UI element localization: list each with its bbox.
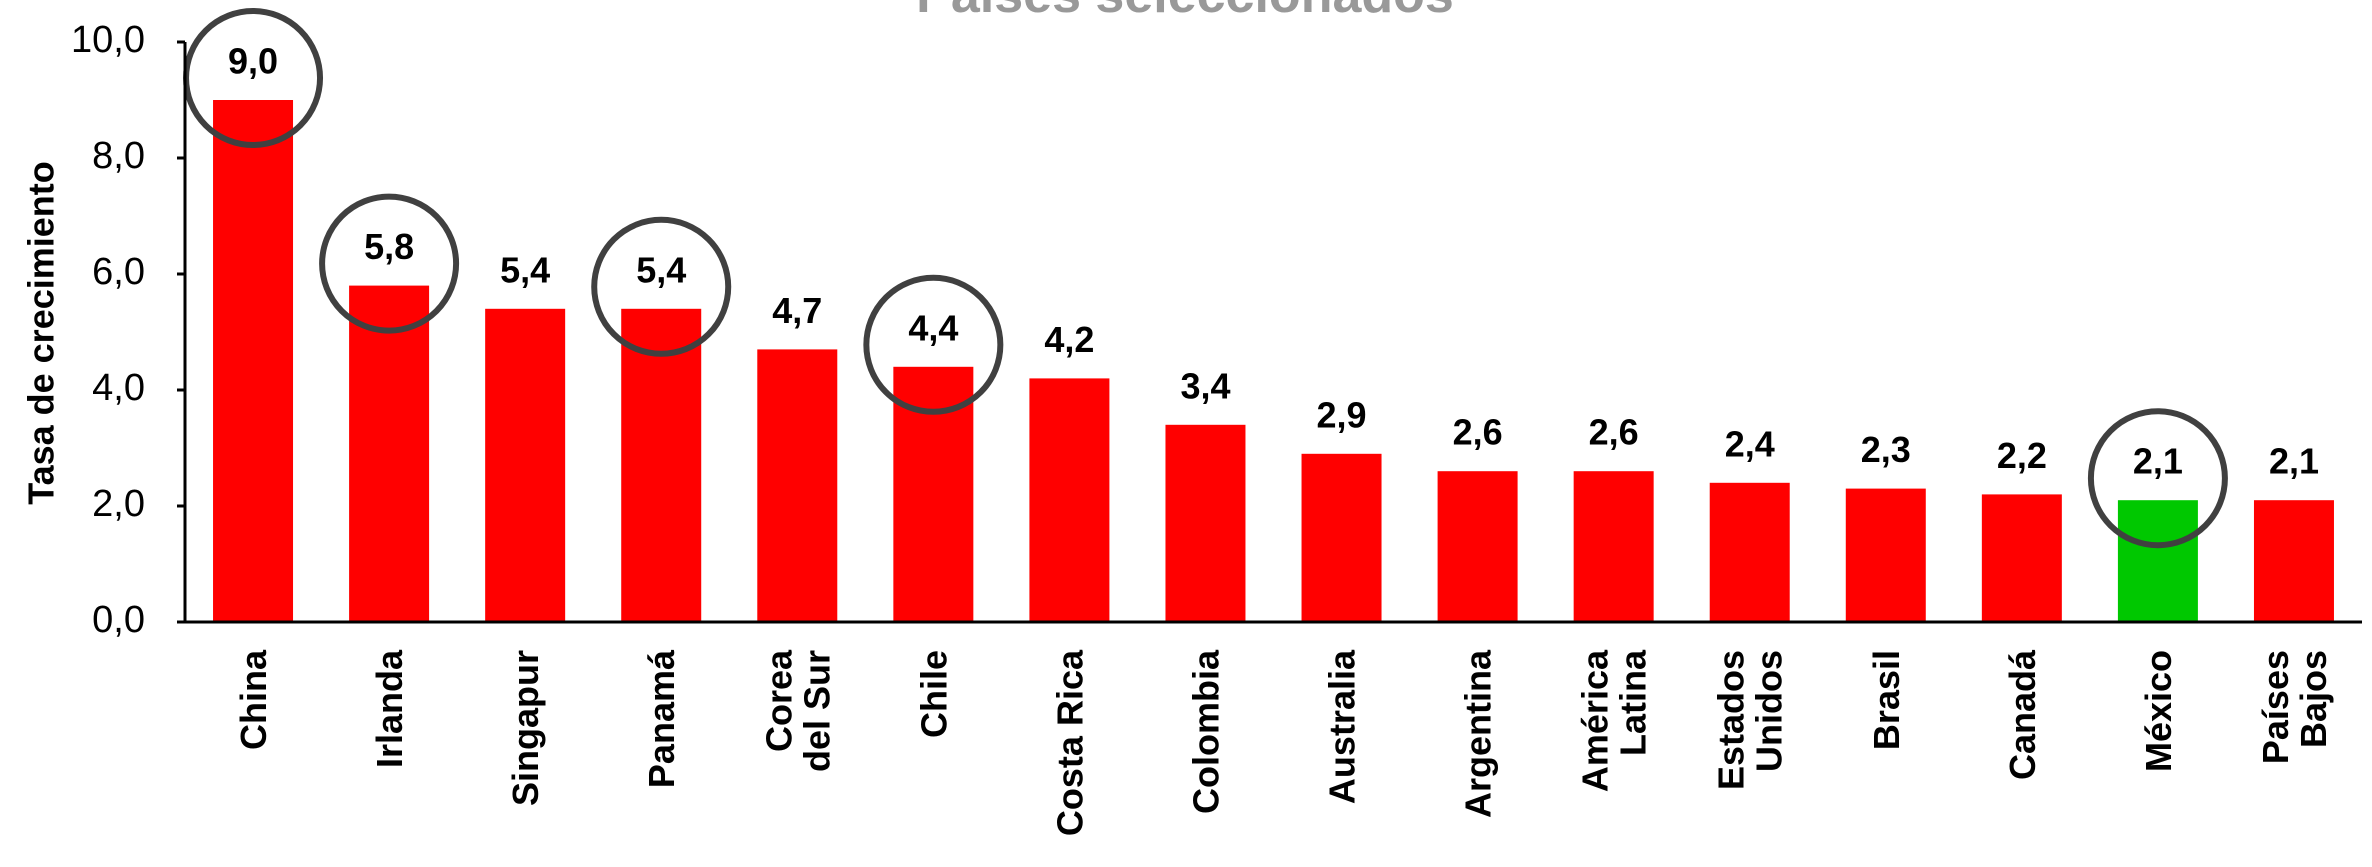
data-label: 2,1 — [2133, 441, 2183, 482]
x-tick-label: Irlanda — [369, 649, 410, 768]
chart-title: Países seleccionados — [916, 0, 1454, 24]
bar — [349, 285, 430, 622]
x-tick-label: PaísesBajos — [2255, 650, 2334, 764]
x-tick-label: China — [233, 649, 274, 750]
x-tick-label: EstadosUnidos — [1711, 650, 1790, 790]
bar — [757, 349, 838, 622]
bar — [1301, 453, 1382, 622]
x-tick-label: México — [2138, 650, 2179, 772]
highlight-circle — [591, 216, 732, 357]
highlight-circle — [319, 193, 460, 334]
bar — [1709, 482, 1790, 622]
y-tick-label: 4,0 — [92, 367, 145, 409]
bar — [2117, 500, 2198, 622]
data-label: 4,7 — [772, 290, 822, 331]
x-tick-label: Panamá — [641, 649, 682, 788]
highlight-circle — [863, 274, 1004, 415]
data-label: 2,6 — [1453, 412, 1503, 453]
data-label: 2,9 — [1317, 394, 1367, 435]
data-label: 3,4 — [1180, 365, 1230, 406]
data-label: 4,4 — [908, 307, 958, 348]
data-label: 2,1 — [2269, 441, 2319, 482]
data-label: 5,4 — [500, 249, 550, 290]
y-tick-label: 6,0 — [92, 251, 145, 293]
x-tick-label: Costa Rica — [1049, 649, 1090, 836]
data-label: 4,2 — [1044, 319, 1094, 360]
x-tick-label: Australia — [1322, 649, 1363, 804]
x-tick-label: Singapur — [505, 650, 546, 806]
bar — [1165, 424, 1246, 622]
data-label: 2,6 — [1589, 412, 1639, 453]
data-label: 2,3 — [1861, 429, 1911, 470]
bar — [2253, 500, 2334, 622]
bar — [1573, 471, 1654, 622]
data-label: 9,0 — [228, 41, 278, 82]
data-label: 2,4 — [1725, 423, 1775, 464]
bar — [485, 308, 566, 622]
y-tick-label: 8,0 — [92, 135, 145, 177]
bar — [1981, 494, 2062, 622]
bar — [621, 308, 702, 622]
data-label: 2,2 — [1997, 435, 2047, 476]
y-tick-label: 0,0 — [92, 599, 145, 641]
x-tick-label: Canadá — [2002, 649, 2043, 780]
x-tick-label: Brasil — [1866, 650, 1907, 750]
data-label: 5,8 — [364, 226, 414, 267]
bar — [1437, 471, 1518, 622]
bar — [213, 100, 294, 622]
highlight-circle — [2087, 408, 2228, 549]
data-label: 5,4 — [636, 249, 686, 290]
x-tick-label: Argentina — [1458, 649, 1499, 818]
x-tick-label: Coreadel Sur — [758, 649, 837, 772]
x-tick-label: Chile — [913, 650, 954, 738]
bar — [1029, 378, 1110, 622]
bar — [1845, 488, 1926, 622]
y-tick-label: 10,0 — [71, 19, 145, 61]
y-axis-label: Tasa de crecimiento — [21, 161, 62, 504]
x-tick-label: AméricaLatina — [1575, 649, 1654, 792]
x-tick-label: Colombia — [1185, 649, 1226, 814]
y-tick-label: 2,0 — [92, 483, 145, 525]
